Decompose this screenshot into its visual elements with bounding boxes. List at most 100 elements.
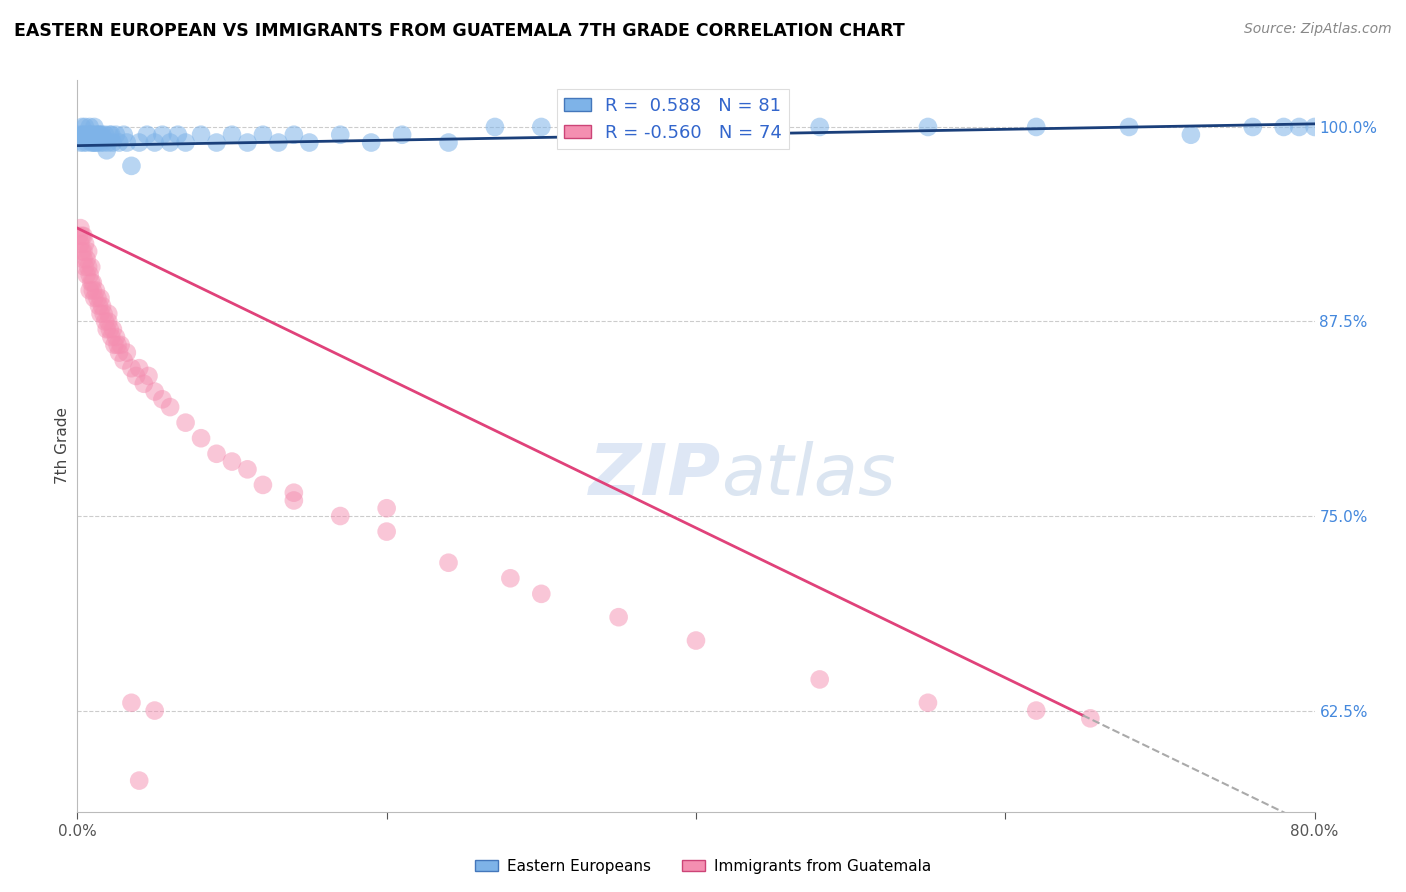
Point: [87, 299, 110, 313]
Point: [75, 260, 96, 274]
Point: [174, 136, 197, 150]
Point: [77, 128, 100, 142]
Point: [72, 228, 94, 243]
Point: [76, 252, 98, 267]
Point: [77, 260, 100, 274]
Point: [86, 128, 108, 142]
Point: [685, 633, 707, 648]
Point: [808, 120, 831, 134]
Point: [391, 128, 413, 142]
Point: [86, 136, 108, 150]
Point: [80, 136, 103, 150]
Point: [1025, 120, 1047, 134]
Point: [79, 284, 101, 298]
Point: [592, 120, 614, 134]
Point: [93, 307, 115, 321]
Y-axis label: 7th Grade: 7th Grade: [55, 408, 70, 484]
Point: [267, 136, 290, 150]
Point: [96, 144, 118, 158]
Point: [84, 128, 107, 142]
Point: [83, 291, 105, 305]
Point: [499, 571, 522, 585]
Point: [90, 136, 112, 150]
Point: [530, 120, 553, 134]
Point: [87, 128, 110, 142]
Point: [283, 485, 305, 500]
Point: [437, 136, 460, 150]
Point: [96, 322, 118, 336]
Point: [1241, 120, 1264, 134]
Point: [221, 454, 243, 468]
Point: [72, 252, 94, 267]
Point: [91, 128, 114, 142]
Point: [112, 353, 135, 368]
Text: EASTERN EUROPEAN VS IMMIGRANTS FROM GUATEMALA 7TH GRADE CORRELATION CHART: EASTERN EUROPEAN VS IMMIGRANTS FROM GUAT…: [14, 22, 905, 40]
Point: [143, 136, 166, 150]
Point: [90, 291, 112, 305]
Point: [1025, 704, 1047, 718]
Point: [1272, 120, 1295, 134]
Text: ZIP: ZIP: [589, 441, 721, 509]
Point: [82, 284, 104, 298]
Point: [484, 120, 506, 134]
Text: Source: ZipAtlas.com: Source: ZipAtlas.com: [1244, 22, 1392, 37]
Point: [70, 120, 93, 134]
Point: [86, 291, 108, 305]
Point: [83, 120, 105, 134]
Point: [72, 244, 94, 259]
Point: [329, 128, 352, 142]
Point: [72, 128, 94, 142]
Point: [76, 136, 98, 150]
Point: [84, 136, 107, 150]
Point: [84, 284, 107, 298]
Point: [70, 228, 93, 243]
Point: [97, 136, 120, 150]
Point: [190, 431, 212, 445]
Point: [1118, 120, 1140, 134]
Point: [80, 128, 103, 142]
Point: [79, 128, 101, 142]
Point: [75, 120, 96, 134]
Point: [128, 773, 150, 788]
Point: [107, 338, 129, 352]
Point: [105, 330, 127, 344]
Point: [143, 384, 166, 399]
Point: [159, 136, 181, 150]
Point: [91, 299, 114, 313]
Point: [82, 136, 104, 150]
Point: [152, 392, 174, 407]
Point: [77, 244, 100, 259]
Point: [121, 696, 143, 710]
Point: [90, 128, 112, 142]
Point: [79, 268, 101, 282]
Point: [360, 136, 382, 150]
Point: [100, 330, 122, 344]
Point: [80, 260, 103, 274]
Point: [83, 136, 105, 150]
Point: [79, 120, 101, 134]
Point: [205, 136, 228, 150]
Legend: Eastern Europeans, Immigrants from Guatemala: Eastern Europeans, Immigrants from Guate…: [470, 853, 936, 880]
Point: [76, 268, 98, 282]
Point: [530, 587, 553, 601]
Point: [437, 556, 460, 570]
Point: [67, 228, 90, 243]
Point: [121, 361, 143, 376]
Point: [1288, 120, 1310, 134]
Point: [101, 136, 124, 150]
Point: [654, 128, 676, 142]
Point: [283, 128, 305, 142]
Point: [221, 128, 243, 142]
Point: [917, 120, 939, 134]
Point: [1080, 711, 1102, 725]
Point: [252, 128, 274, 142]
Point: [82, 128, 104, 142]
Point: [236, 462, 259, 476]
Point: [917, 696, 939, 710]
Point: [70, 128, 93, 142]
Legend: R =  0.588   N = 81, R = -0.560   N = 74: R = 0.588 N = 81, R = -0.560 N = 74: [557, 89, 789, 149]
Point: [132, 376, 155, 391]
Point: [138, 368, 160, 383]
Point: [205, 447, 228, 461]
Point: [298, 136, 321, 150]
